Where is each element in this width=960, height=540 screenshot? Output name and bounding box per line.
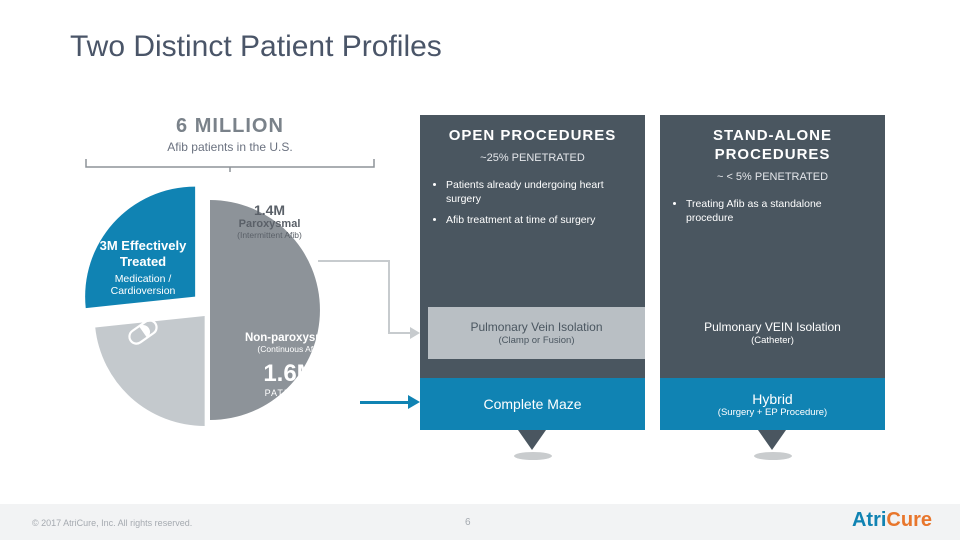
- band-sub: (Surgery + EP Procedure): [660, 407, 885, 418]
- bullet-item: Afib treatment at time of surgery: [446, 213, 627, 228]
- pvi-box: Pulmonary VEIN Isolation (Catheter): [660, 307, 885, 359]
- pvi-title: Pulmonary VEIN Isolation: [660, 320, 885, 335]
- card-bullets: Patients already undergoing heart surger…: [446, 178, 627, 228]
- bracket-icon: [85, 158, 375, 172]
- bullet-item: Treating Afib as a standalone procedure: [686, 197, 867, 226]
- pvi-box: Pulmonary Vein Isolation (Clamp or Fusio…: [428, 307, 645, 359]
- treated-sub: Medication / Cardioversion: [88, 273, 198, 297]
- nonparox-label: Non-paroxysmal: [230, 332, 350, 344]
- pvi-title: Pulmonary Vein Isolation: [428, 320, 645, 335]
- nonparox-value: 1.6M: [230, 360, 350, 388]
- population-header: 6 MILLION Afib patients in the U.S.: [85, 115, 375, 154]
- pill-icon: [122, 311, 164, 353]
- nonparox-sub: (Continuous Afib): [230, 344, 350, 354]
- penetration-label: ~ < 5% PENETRATED: [660, 171, 885, 183]
- connector-line: [318, 260, 388, 262]
- procedure-band: Complete Maze: [420, 378, 645, 430]
- card-title: STAND-ALONE PROCEDURES: [660, 127, 885, 165]
- card-pointer-icon: [758, 430, 786, 450]
- page-number: 6: [465, 517, 471, 528]
- shadow-icon: [514, 452, 552, 460]
- standalone-procedures-card: STAND-ALONE PROCEDURES ~ < 5% PENETRATED…: [660, 115, 885, 430]
- connector-line: [388, 332, 410, 334]
- arrow-right-icon: [410, 327, 420, 339]
- slide-title: Two Distinct Patient Profiles: [70, 30, 442, 64]
- population-sub: Afib patients in the U.S.: [85, 140, 375, 154]
- paroxysmal-value: 1.4M: [222, 202, 317, 218]
- logo-part1: Atri: [852, 509, 886, 531]
- pvi-sub: (Clamp or Fusion): [428, 335, 645, 347]
- band-label: Complete Maze: [420, 396, 645, 412]
- band-label: Hybrid: [660, 391, 885, 407]
- connector-line: [360, 401, 408, 404]
- population-count: 6 MILLION: [85, 115, 375, 138]
- connector-line: [388, 260, 390, 332]
- pvi-sub: (Catheter): [660, 335, 885, 347]
- bullet-item: Patients already undergoing heart surger…: [446, 178, 627, 207]
- arrow-right-icon: [408, 395, 420, 409]
- penetration-label: ~25% PENETRATED: [420, 152, 645, 164]
- treated-label: 3M Effectively Treated: [88, 238, 198, 269]
- card-bullets: Treating Afib as a standalone procedure: [686, 197, 867, 226]
- copyright-text: © 2017 AtriCure, Inc. All rights reserve…: [32, 518, 192, 528]
- shadow-icon: [754, 452, 792, 460]
- atricure-logo: AtriCure: [852, 509, 932, 532]
- procedure-band: Hybrid (Surgery + EP Procedure): [660, 378, 885, 430]
- card-pointer-icon: [518, 430, 546, 450]
- card-title: OPEN PROCEDURES: [420, 127, 645, 146]
- open-procedures-card: OPEN PROCEDURES ~25% PENETRATED Patients…: [420, 115, 645, 430]
- patient-pie-chart: 3M Effectively Treated Medication / Card…: [70, 180, 370, 460]
- paroxysmal-label: Paroxysmal: [222, 218, 317, 230]
- paroxysmal-sub: (Intermittent Afib): [222, 230, 317, 240]
- logo-part2: Cure: [886, 509, 932, 531]
- nonparox-patients: PATIENTS: [230, 388, 350, 398]
